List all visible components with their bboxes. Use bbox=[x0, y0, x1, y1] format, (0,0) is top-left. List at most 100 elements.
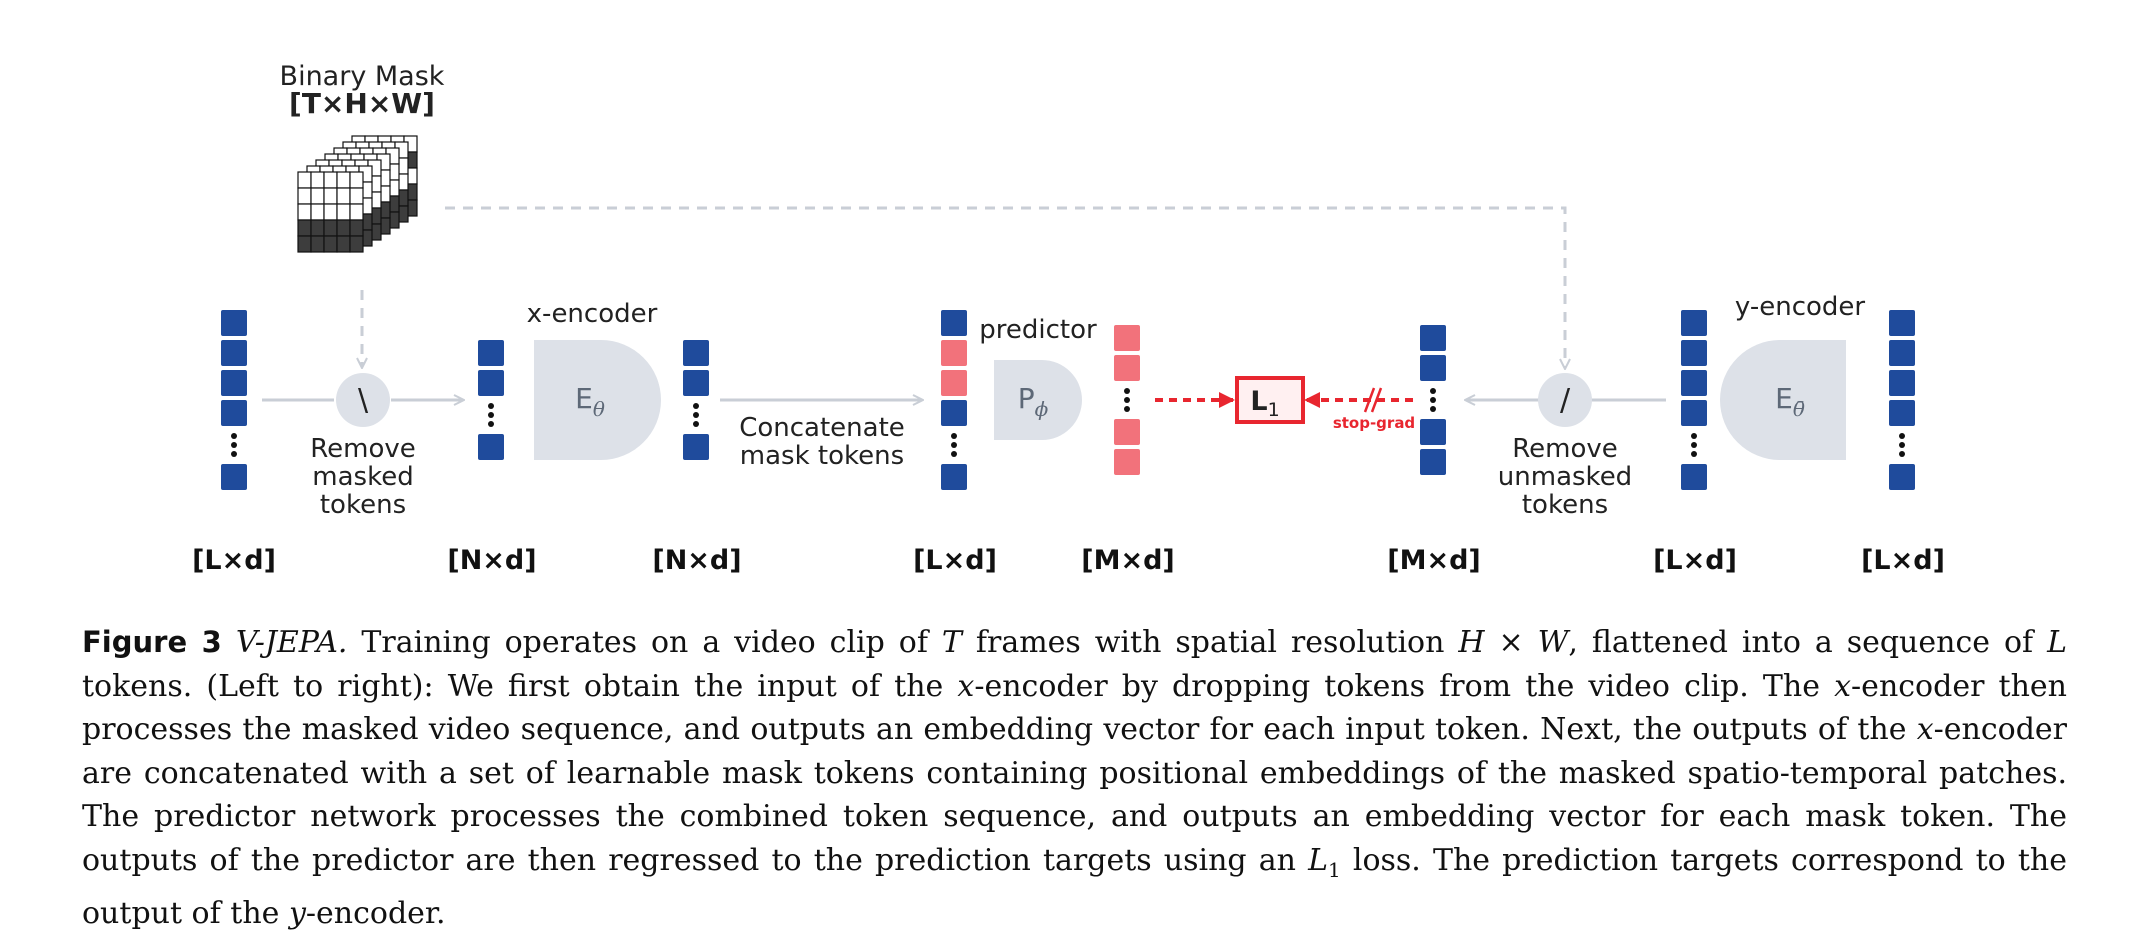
remove-unmasked-symbol: / bbox=[1560, 383, 1571, 418]
stop-grad-label: stop-grad bbox=[1333, 414, 1415, 432]
token bbox=[1420, 355, 1446, 381]
dim-label-x-out: [N×d] bbox=[652, 545, 741, 576]
mask-token bbox=[1114, 355, 1140, 381]
token bbox=[221, 370, 247, 396]
ellipsis-dot bbox=[693, 421, 699, 427]
caption-name: V-JEPA. bbox=[235, 625, 348, 660]
svg-text:L1: L1 bbox=[1250, 386, 1279, 421]
y-encoder-title: y-encoder bbox=[1735, 292, 1865, 322]
dim-label-x-in: [N×d] bbox=[447, 545, 536, 576]
ellipsis-dot bbox=[1124, 406, 1130, 412]
concat-label-2: mask tokens bbox=[740, 441, 904, 471]
y-encoder-symbol: E bbox=[1775, 382, 1793, 415]
dim-label-y-in: [L×d] bbox=[1653, 545, 1737, 576]
token bbox=[1681, 310, 1707, 336]
l1-loss: L1 stop-grad bbox=[1155, 376, 1415, 432]
token bbox=[1889, 400, 1915, 426]
token bbox=[221, 310, 247, 336]
input-tokens bbox=[221, 310, 247, 490]
y-encoder-block: y-encoder Eθ̄ bbox=[1720, 292, 1865, 460]
remove-masked-label-2: masked bbox=[312, 462, 413, 492]
remove-unmasked-label-1: Remove bbox=[1512, 434, 1618, 464]
token bbox=[941, 310, 967, 336]
remove-masked-label-3: tokens bbox=[320, 490, 406, 520]
y-in-tokens bbox=[1681, 310, 1707, 490]
remove-unmasked-op: / Remove unmasked tokens bbox=[1498, 373, 1632, 520]
ellipsis-dot bbox=[231, 451, 237, 457]
ellipsis-dot bbox=[1430, 397, 1436, 403]
mask-token bbox=[1114, 325, 1140, 351]
ellipsis-dot bbox=[1124, 388, 1130, 394]
remove-masked-label-1: Remove bbox=[310, 434, 416, 464]
remove-masked-symbol: \ bbox=[358, 383, 369, 418]
dim-label-target: [M×d] bbox=[1387, 545, 1481, 576]
binary-mask-dims: [T×H×W] bbox=[289, 87, 435, 120]
token bbox=[478, 434, 504, 460]
caption-label: Figure 3 bbox=[82, 625, 222, 659]
remove-unmasked-label-2: unmasked bbox=[1498, 462, 1632, 492]
mask-to-unmask-dashed-arrow bbox=[445, 206, 1565, 368]
ellipsis-dot bbox=[231, 433, 237, 439]
x-out-tokens bbox=[683, 340, 709, 460]
token bbox=[221, 464, 247, 490]
l1-symbol: L bbox=[1250, 386, 1267, 417]
svg-text:Pϕ: Pϕ bbox=[1018, 382, 1049, 421]
concat-label-1: Concatenate bbox=[739, 413, 905, 443]
target-tokens bbox=[1420, 325, 1446, 475]
token bbox=[941, 464, 967, 490]
ellipsis-dot bbox=[1899, 451, 1905, 457]
token bbox=[1889, 464, 1915, 490]
remove-masked-op: \ Remove masked tokens bbox=[310, 373, 416, 520]
ellipsis-dot bbox=[488, 403, 494, 409]
token bbox=[683, 434, 709, 460]
ellipsis-dot bbox=[951, 451, 957, 457]
x-encoder-symbol: E bbox=[575, 382, 593, 415]
svg-text:Eθ̄: Eθ̄ bbox=[1775, 382, 1805, 421]
predictor-subscript: ϕ bbox=[1035, 397, 1049, 421]
token bbox=[941, 400, 967, 426]
token bbox=[1681, 464, 1707, 490]
stop-grad-slash-2 bbox=[1370, 387, 1383, 413]
ellipsis-dot bbox=[1691, 451, 1697, 457]
mask-frame bbox=[297, 171, 364, 253]
token bbox=[1889, 310, 1915, 336]
ellipsis-dot bbox=[1124, 397, 1130, 403]
mask-token bbox=[941, 340, 967, 366]
l1-subscript: 1 bbox=[1268, 399, 1280, 421]
predictor-symbol: P bbox=[1018, 382, 1035, 415]
token bbox=[221, 400, 247, 426]
stop-grad-slash bbox=[1363, 387, 1376, 413]
token bbox=[683, 370, 709, 396]
token bbox=[478, 340, 504, 366]
token bbox=[683, 340, 709, 366]
dim-label-input: [L×d] bbox=[192, 545, 276, 576]
y-out-tokens bbox=[1889, 310, 1915, 490]
predictor-title: predictor bbox=[979, 315, 1097, 345]
token bbox=[1889, 340, 1915, 366]
y-encoder-subscript: θ̄ bbox=[1793, 397, 1805, 421]
caption-body: Training operates on a video clip of T f… bbox=[82, 625, 2068, 931]
mask-token bbox=[1114, 419, 1140, 445]
ellipsis-dot bbox=[1430, 388, 1436, 394]
dim-label-pred-out: [M×d] bbox=[1081, 545, 1175, 576]
token bbox=[1681, 400, 1707, 426]
dimension-labels: [L×d] [N×d] [N×d] [L×d] [M×d] [M×d] [L×d… bbox=[192, 545, 1945, 576]
x-encoder-block: x-encoder Eθ bbox=[527, 299, 661, 460]
ellipsis-dot bbox=[1691, 433, 1697, 439]
token-columns bbox=[221, 310, 1915, 490]
ellipsis-dot bbox=[231, 442, 237, 448]
token bbox=[1681, 370, 1707, 396]
mask-token bbox=[941, 370, 967, 396]
ellipsis-dot bbox=[693, 403, 699, 409]
dim-label-pred-in: [L×d] bbox=[913, 545, 997, 576]
ellipsis-dot bbox=[1899, 433, 1905, 439]
token bbox=[478, 370, 504, 396]
x-in-tokens bbox=[478, 340, 504, 460]
ellipsis-dot bbox=[488, 412, 494, 418]
ellipsis-dot bbox=[1691, 442, 1697, 448]
ellipsis-dot bbox=[488, 421, 494, 427]
svg-text:Eθ: Eθ bbox=[575, 382, 605, 421]
ellipsis-dot bbox=[951, 433, 957, 439]
dim-label-y-out: [L×d] bbox=[1861, 545, 1945, 576]
pred-out-tokens bbox=[1114, 325, 1140, 475]
